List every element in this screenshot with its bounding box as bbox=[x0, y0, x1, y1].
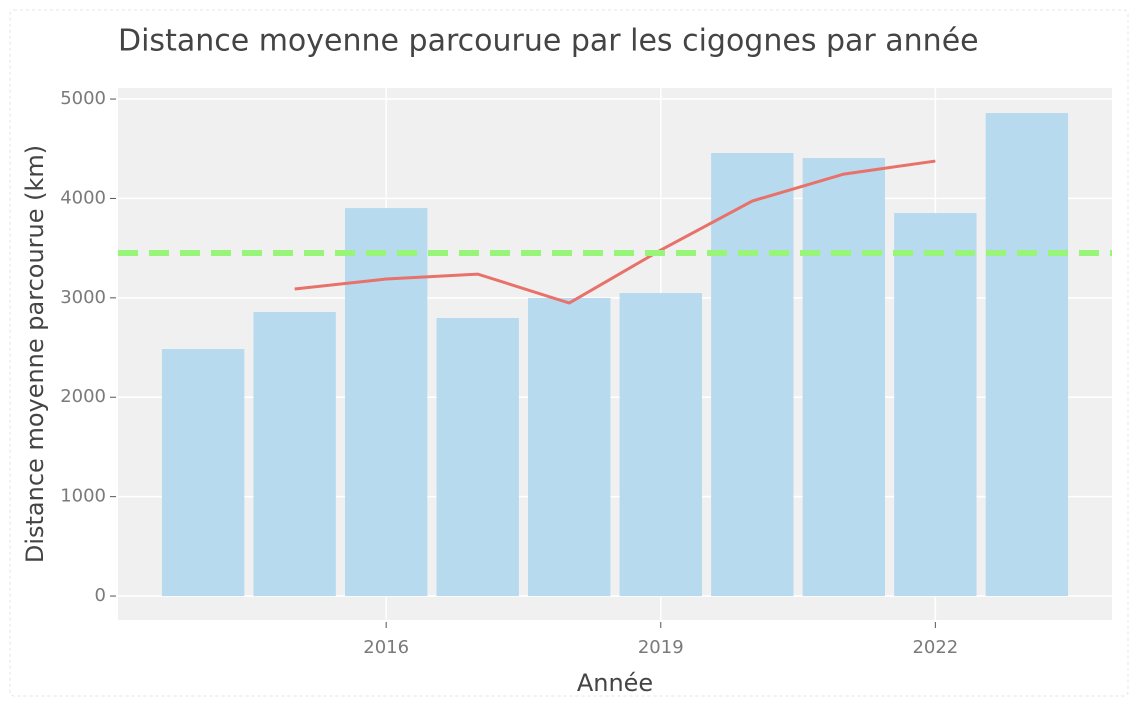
bar bbox=[985, 113, 1069, 597]
line bbox=[294, 159, 936, 305]
y-tick-label: 0 bbox=[95, 585, 106, 606]
bar bbox=[436, 318, 519, 597]
y-tick-label: 5000 bbox=[60, 88, 106, 109]
y-axis-label: Distance moyenne parcourue (km) bbox=[21, 145, 49, 563]
bar bbox=[619, 293, 702, 597]
x-tick-label: 2019 bbox=[638, 637, 684, 658]
bar bbox=[161, 349, 245, 597]
x-tick-label: 2022 bbox=[912, 637, 958, 658]
bar bbox=[344, 208, 428, 597]
y-tick-label: 1000 bbox=[60, 486, 106, 507]
y-tick-label: 4000 bbox=[60, 187, 106, 208]
y-tick-label: 2000 bbox=[60, 386, 106, 407]
bar bbox=[802, 158, 886, 597]
bar bbox=[253, 312, 336, 597]
bar bbox=[711, 153, 794, 597]
chart-title: Distance moyenne parcourue par les cigog… bbox=[118, 24, 979, 59]
x-tick-label: 2016 bbox=[363, 637, 409, 658]
bar bbox=[528, 298, 611, 597]
x-axis-label: Année bbox=[577, 669, 653, 697]
y-tick-label: 3000 bbox=[60, 287, 106, 308]
bar bbox=[894, 213, 977, 597]
